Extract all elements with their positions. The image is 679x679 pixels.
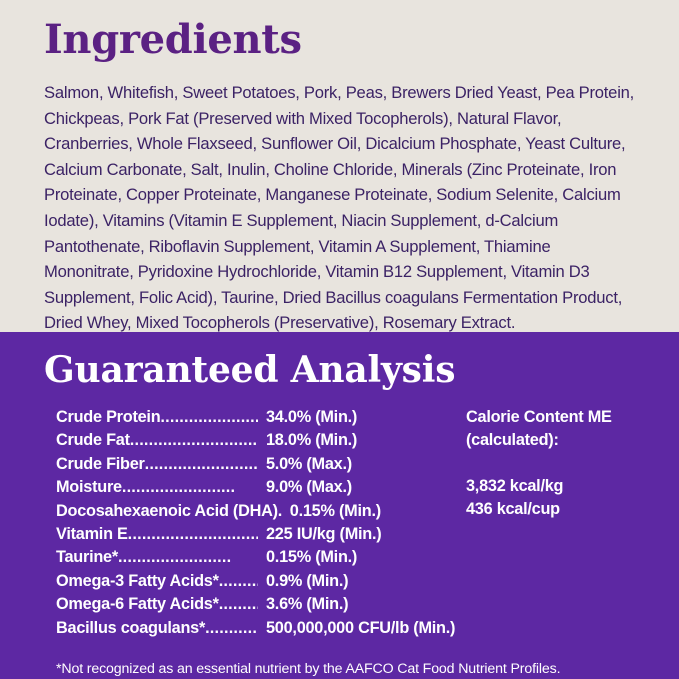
- nutrient-value: 34.0% (Min.): [266, 408, 358, 426]
- ingredients-heading: Ingredients: [44, 16, 302, 63]
- nutrient-value: 0.9% (Min.): [266, 571, 349, 590]
- table-row: Docosahexaenoic Acid (DHA) ..... 0.15% (…: [56, 500, 456, 523]
- table-row: Bacillus coagulans* ................... …: [56, 617, 456, 640]
- nutrient-value: 225 IU/kg (Min.): [266, 525, 382, 544]
- nutrient-label: Vitamin E: [56, 525, 128, 544]
- dot-leader: ..............................: [129, 431, 258, 450]
- ingredients-list-text: Salmon, Whitefish, Sweet Potatoes, Pork,…: [44, 83, 635, 333]
- calorie-heading-line-1: Calorie Content ME: [466, 408, 612, 426]
- nutrient-table: Crude Protein ..........................…: [44, 406, 456, 640]
- dot-leader: ........................: [117, 548, 232, 567]
- nutrient-label: Crude Fiber: [56, 454, 145, 473]
- nutrient-label: Moisture: [56, 478, 122, 497]
- nutrient-value: 0.15% (Min.): [266, 548, 358, 567]
- dot-leader: ...................: [205, 618, 258, 637]
- dot-leader: ............................: [144, 454, 258, 473]
- dot-leader: ..............................: [127, 525, 258, 544]
- nutrient-label: Taurine*: [56, 548, 118, 567]
- calorie-per-cup: 436 kcal/cup: [466, 500, 560, 519]
- dot-leader: .....: [278, 500, 282, 523]
- nutrient-label: Omega-3 Fatty Acids*: [56, 571, 219, 590]
- nutrient-label: Bacillus coagulans*: [56, 618, 206, 637]
- guaranteed-analysis-panel: Guaranteed Analysis Crude Protein ......…: [0, 332, 679, 679]
- nutrient-label: Docosahexaenoic Acid (DHA): [56, 501, 278, 520]
- dot-leader: ...............: [218, 571, 258, 590]
- nutrient-value: 0.15% (Min.): [289, 501, 381, 520]
- calorie-values: 3,832 kcal/kg 436 kcal/cup: [466, 475, 635, 522]
- nutrient-value: 5.0% (Max.): [266, 454, 352, 473]
- dot-leader: ...............: [218, 595, 258, 614]
- ingredients-panel: Ingredients Salmon, Whitefish, Sweet Pot…: [0, 0, 679, 332]
- table-row: Crude Fiber ............................…: [56, 453, 456, 476]
- table-row: Omega-3 Fatty Acids* ............... 0.9…: [56, 570, 456, 593]
- table-row: Crude Protein ..........................…: [56, 406, 456, 429]
- nutrient-value: 3.6% (Min.): [266, 595, 349, 614]
- nutrient-label: Crude Protein: [56, 408, 161, 426]
- aafco-footnote: *Not recognized as an essential nutrient…: [56, 661, 561, 678]
- table-row: Taurine* ........................ 0.15% …: [56, 546, 456, 569]
- calorie-content-block: Calorie Content ME (calculated): 3,832 k…: [456, 406, 635, 522]
- dot-leader: ..........................: [160, 408, 258, 426]
- calorie-per-kg: 3,832 kcal/kg: [466, 476, 564, 495]
- table-row: Omega-6 Fatty Acids* ............... 3.6…: [56, 593, 456, 616]
- nutrient-value: 9.0% (Max.): [266, 478, 352, 497]
- analysis-columns: Crude Protein ..........................…: [44, 406, 635, 640]
- guaranteed-analysis-heading: Guaranteed Analysis: [44, 349, 456, 391]
- dot-leader: ........................: [121, 478, 236, 497]
- nutrient-value: 500,000,000 CFU/lb (Min.): [266, 618, 456, 637]
- table-row: Vitamin E ..............................…: [56, 523, 456, 546]
- nutrient-label: Crude Fat: [56, 431, 130, 450]
- calorie-heading-line-2: (calculated):: [466, 431, 559, 450]
- nutrient-label: Omega-6 Fatty Acids*: [56, 595, 219, 614]
- table-row: Crude Fat ..............................…: [56, 429, 456, 452]
- nutrient-value: 18.0% (Min.): [266, 431, 358, 450]
- table-row: Moisture ........................ 9.0% (…: [56, 476, 456, 499]
